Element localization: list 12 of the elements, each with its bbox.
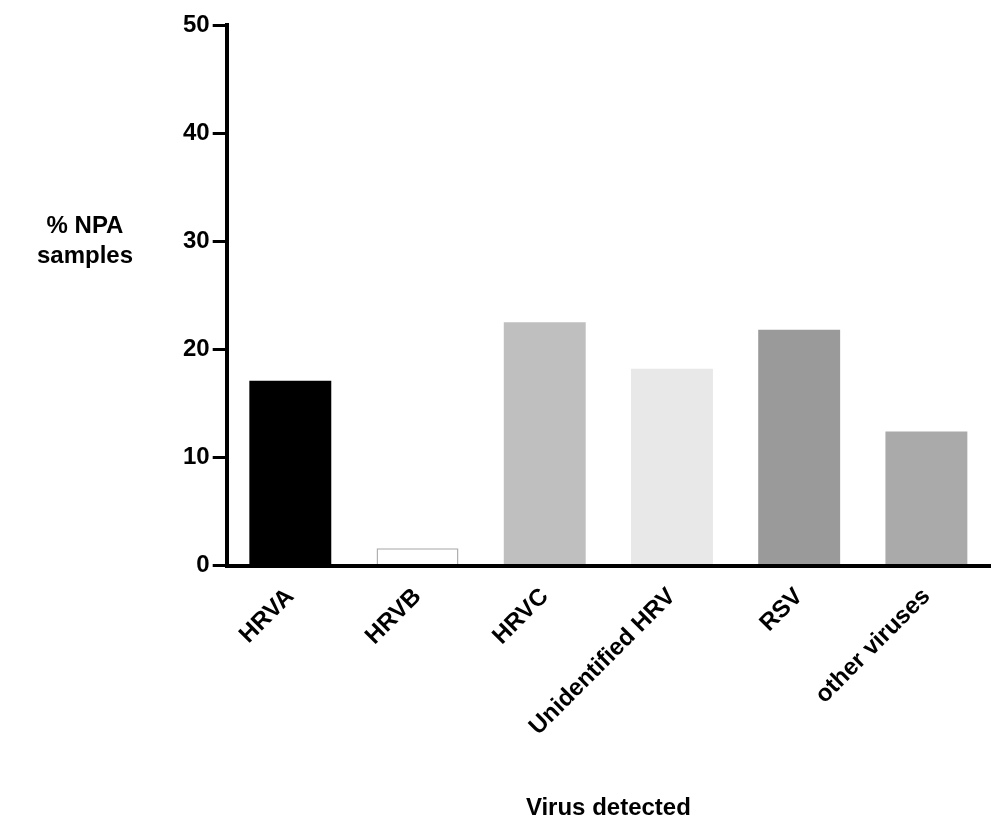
x-axis-title: Virus detected — [525, 793, 691, 821]
bar — [630, 368, 713, 565]
y-tick-label: 30 — [182, 225, 210, 253]
y-tick-label: 0 — [196, 550, 210, 578]
y-tick-label: 10 — [182, 442, 210, 470]
y-tick-label: 50 — [182, 9, 210, 37]
bar — [503, 322, 586, 565]
bar — [758, 329, 841, 565]
y-axis-title: % NPA samples — [35, 210, 135, 270]
bar — [885, 431, 968, 565]
y-tick-label: 40 — [182, 117, 210, 145]
y-tick-label: 20 — [182, 333, 210, 361]
